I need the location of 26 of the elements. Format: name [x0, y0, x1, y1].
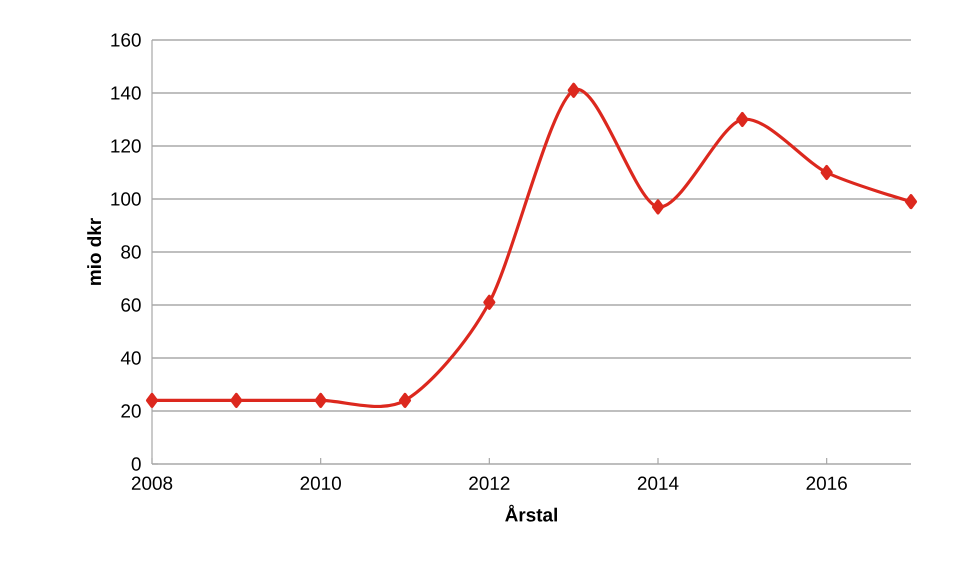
x-tick-label: 2012	[469, 476, 510, 490]
x-tick-label: 2010	[300, 476, 341, 490]
x-tick-label: 2008	[132, 476, 172, 490]
x-tick-label: 2014	[638, 476, 678, 490]
y-tick-label: 20	[121, 404, 141, 418]
point	[904, 194, 918, 210]
y-tick-label: 100	[111, 192, 141, 206]
point	[568, 82, 580, 98]
y-tick-label: 120	[111, 139, 141, 153]
point	[820, 164, 833, 180]
y-axis-title: mio dkr	[87, 218, 102, 285]
point	[230, 392, 242, 408]
y-tick-label: 80	[121, 245, 141, 259]
point	[736, 112, 748, 128]
x-axis-title: Årstal	[505, 504, 557, 522]
point	[483, 294, 496, 310]
y-tick-label: 140	[111, 86, 141, 100]
y-tick-label: 160	[111, 33, 141, 47]
y-tick-label: 60	[121, 298, 141, 312]
point	[146, 392, 158, 408]
x-tick-label: 2016	[806, 476, 847, 490]
point	[398, 392, 412, 408]
y-tick-label: 0	[132, 457, 141, 471]
point	[314, 392, 327, 408]
point	[652, 199, 664, 215]
y-tick-label: 40	[120, 351, 141, 365]
